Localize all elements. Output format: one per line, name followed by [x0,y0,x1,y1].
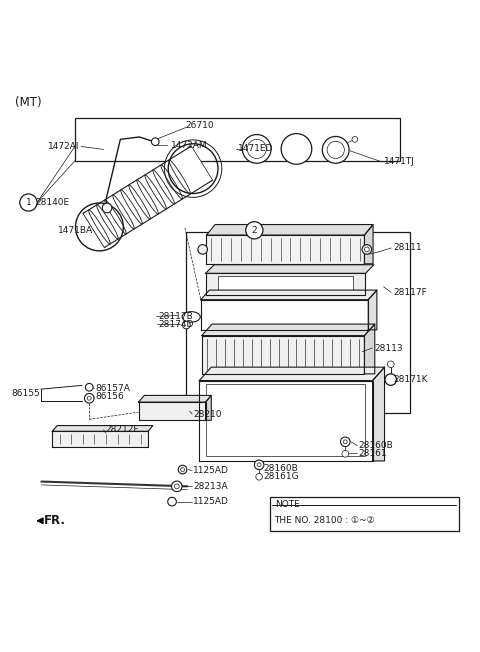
Circle shape [85,383,93,391]
Circle shape [178,466,187,474]
Bar [75,118,400,161]
Text: 1125AD: 1125AD [193,497,229,506]
Polygon shape [84,146,212,247]
Text: 28160B: 28160B [359,441,394,450]
Text: 28210: 28210 [193,409,222,419]
Circle shape [198,244,207,254]
Circle shape [171,481,182,492]
Polygon shape [52,426,153,431]
Text: 28171K: 28171K [393,375,428,384]
Text: 1: 1 [25,198,31,207]
Polygon shape [139,402,205,421]
Bar [186,232,410,413]
Bar [217,276,353,292]
Circle shape [182,321,190,329]
Circle shape [340,437,350,447]
Polygon shape [364,224,373,264]
Text: 1125AD: 1125AD [193,466,229,475]
Circle shape [246,222,263,239]
Circle shape [323,136,349,163]
Circle shape [180,467,184,471]
Text: 1472AI: 1472AI [48,142,80,151]
Circle shape [242,134,271,163]
Circle shape [254,460,264,469]
Text: 28117B: 28117B [158,312,193,321]
Polygon shape [205,395,211,421]
Text: 86156: 86156 [96,393,124,402]
Polygon shape [199,367,384,381]
Text: 1471ED: 1471ED [238,144,273,153]
Polygon shape [206,235,364,264]
Circle shape [343,440,347,444]
Circle shape [281,134,312,164]
Circle shape [84,394,94,403]
Text: 28160B: 28160B [263,464,298,473]
Circle shape [385,374,396,385]
Text: 86157A: 86157A [96,384,131,393]
Polygon shape [202,336,364,374]
Circle shape [362,244,372,254]
Text: THE NO. 28100 : ①~②: THE NO. 28100 : ①~② [275,516,375,525]
Circle shape [87,396,91,400]
Polygon shape [205,273,365,295]
Circle shape [20,194,37,211]
Polygon shape [201,300,368,330]
Text: 28161G: 28161G [263,472,299,481]
Circle shape [364,247,369,252]
Polygon shape [199,381,372,461]
Circle shape [256,473,263,480]
Polygon shape [52,431,148,447]
Circle shape [168,497,176,506]
Text: 28213A: 28213A [193,482,228,491]
Circle shape [342,451,348,457]
Circle shape [152,138,159,145]
Circle shape [387,361,394,368]
Circle shape [174,484,179,489]
Text: 28111: 28111 [393,243,422,252]
Text: NOTE: NOTE [276,500,300,509]
Text: 1471BA: 1471BA [58,226,93,235]
Polygon shape [364,324,375,374]
Text: 28117F: 28117F [393,288,427,297]
Text: 1472AM: 1472AM [170,141,207,149]
Circle shape [327,141,344,158]
Polygon shape [201,290,377,300]
Text: 1471TJ: 1471TJ [384,157,414,166]
Circle shape [247,140,266,158]
Text: 28174D: 28174D [158,319,194,329]
Text: 28212F: 28212F [105,425,139,434]
Polygon shape [368,290,377,330]
Text: 28140E: 28140E [35,198,69,207]
Polygon shape [206,224,373,235]
Bar [270,497,459,531]
Circle shape [102,203,112,213]
Circle shape [352,136,358,142]
Text: FR.: FR. [44,514,66,527]
Text: 28161: 28161 [359,449,387,458]
Text: 2: 2 [252,226,257,235]
Circle shape [257,463,261,467]
Polygon shape [372,367,384,461]
Polygon shape [202,324,375,336]
Ellipse shape [182,312,200,322]
Text: 28113: 28113 [374,344,403,353]
Text: 26710: 26710 [185,121,214,130]
Text: 86155: 86155 [11,389,40,398]
Polygon shape [139,395,211,402]
Text: (MT): (MT) [15,95,42,108]
Polygon shape [205,265,374,273]
Bar [206,385,365,456]
